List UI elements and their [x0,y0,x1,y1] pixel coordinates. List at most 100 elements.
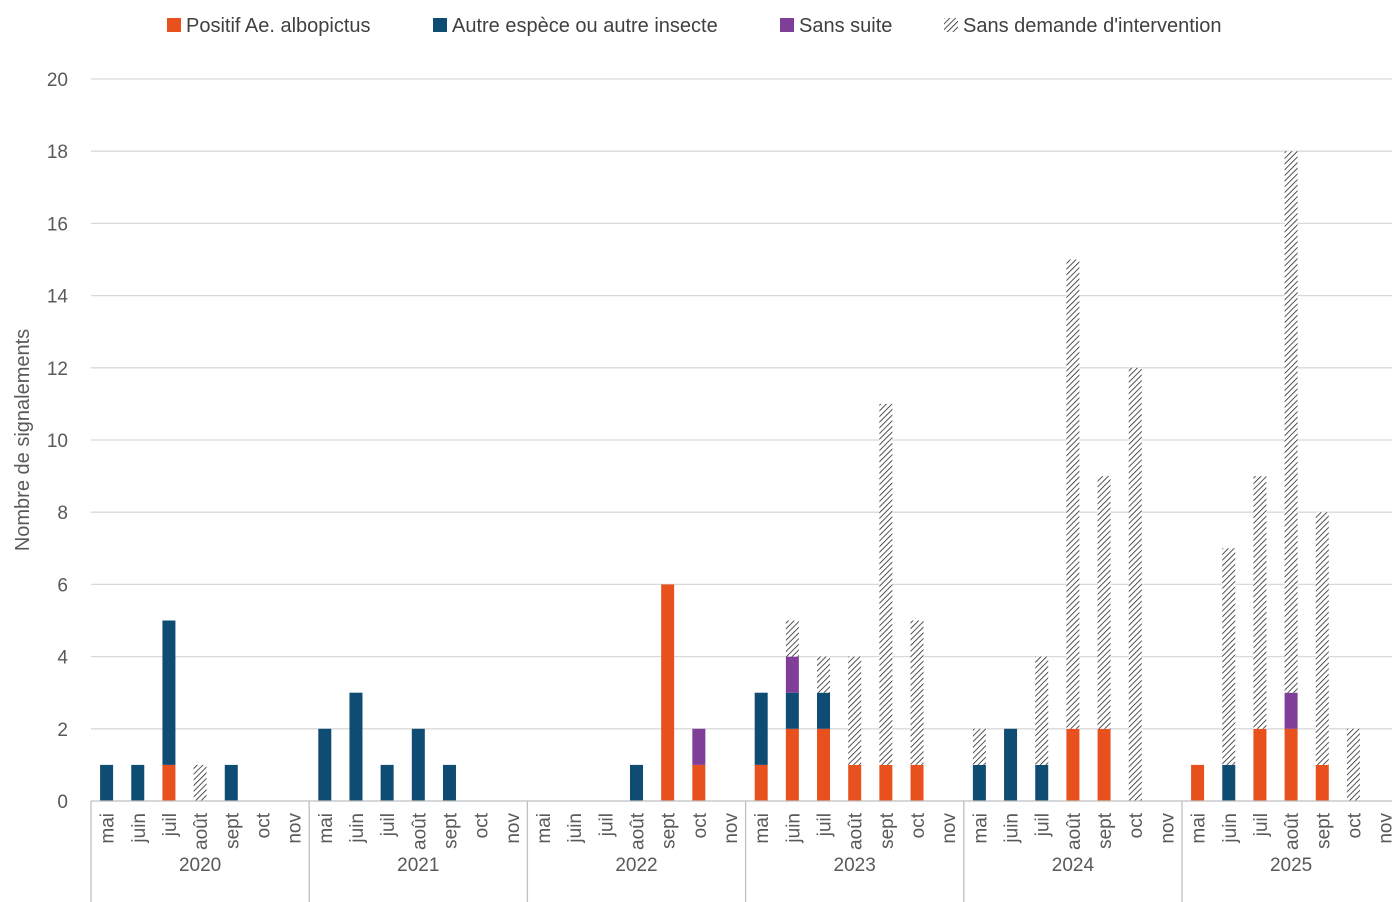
x-tick-label-month: juil [160,813,181,837]
bar-segment-series-0 [848,764,862,801]
legend-label: Positif Ae. albopictus [186,15,371,37]
bar-segment-series-0 [879,764,893,801]
bar-segment-series-2 [1284,692,1298,729]
x-tick-label-month: sept [222,812,243,849]
x-tick-label-month: août [1282,812,1303,850]
x-tick-label-month: oct [1126,812,1147,838]
x-tick-label-month: sept [440,812,461,849]
legend: Positif Ae. albopictus Autre espèce ou au… [167,15,1221,37]
x-tick-label-month: oct [908,812,929,838]
x-tick-label-month: juin [347,813,368,844]
bar-segment-series-3 [1035,656,1049,765]
bar-segment-series-3 [1128,367,1142,801]
y-tick-label: 4 [57,648,68,669]
bar-segment-series-0 [1253,728,1267,801]
y-tick-label: 16 [47,214,68,235]
legend-swatch [780,18,794,32]
gridlines [91,78,1392,730]
x-tick-label-month: oct [1344,812,1365,838]
bar-segment-series-1 [1222,764,1236,801]
x-tick-label-month: août [409,812,430,850]
bar-segment-series-1 [100,764,114,801]
bar-segment-series-1 [785,692,799,729]
bar-segment-series-3 [785,620,799,657]
legend-item: Sans suite [780,15,892,37]
legend-label: Sans suite [799,15,892,37]
x-tick-label-month: sept [877,812,898,849]
y-tick-label: 10 [47,431,68,452]
y-tick-label: 6 [57,575,68,596]
x-tick-label-year: 2025 [1270,855,1312,876]
bar-segment-series-1 [1035,764,1049,801]
bar-segment-series-1 [162,620,176,765]
x-tick-label-month: nov [503,813,524,844]
bar-segment-series-3 [879,403,893,765]
bar-segment-series-2 [785,656,799,693]
bar-segment-series-1 [380,764,394,801]
bar-segment-series-0 [910,764,924,801]
x-tick-label-month: juil [1033,813,1054,837]
x-tick-label-month: mai [970,813,991,844]
x-tick-label-month: nov [1157,813,1178,844]
x-tick-label-month: août [1064,812,1085,850]
bar-segment-series-1 [817,692,831,729]
x-tick-label-month: mai [98,813,119,844]
bar-segment-series-1 [630,764,643,801]
x-tick-label-month: nov [721,813,742,844]
bar-segment-series-1 [131,764,145,801]
x-tick-label-month: août [846,812,867,850]
bar-segment-series-3 [1284,151,1298,693]
x-tick-label-month: nov [1376,813,1392,844]
y-tick-label: 14 [47,287,69,308]
x-tick-label-year: 2022 [615,855,657,876]
x-tick-label-month: juin [783,813,804,844]
bar-segment-series-0 [754,764,768,801]
bar-segment-series-1 [224,764,238,801]
bar-segment-series-2 [692,728,706,765]
bar-segment-series-1 [972,764,986,801]
legend-item: Autre espèce ou autre insecte [433,15,718,37]
bar-segment-series-3 [193,764,207,801]
bar-segment-series-0 [785,728,799,801]
x-tick-label-month: juin [565,813,586,844]
x-tick-label-year: 2021 [397,855,439,876]
bar-segment-series-0 [1315,764,1329,801]
bar-segment-series-1 [411,728,425,801]
y-axis: 0 2 4 6 8 10 12 14 16 18 20 [47,70,69,813]
x-tick-label-month: juil [596,813,617,837]
bar-segment-series-3 [1066,259,1080,729]
x-tick-label-month: sept [1095,812,1116,849]
bar-segment-series-3 [910,620,924,765]
x-tick-label-month: juil [1251,813,1272,837]
legend-item: Positif Ae. albopictus [167,15,371,37]
bar-segment-series-3 [817,656,831,693]
bar-segment-series-3 [972,728,986,765]
x-tick-label-month: sept [1313,812,1334,849]
bar-segment-series-0 [1097,728,1111,801]
x-tick-label-month: mai [316,813,337,844]
legend-swatch [944,18,958,32]
x-tick-label-month: juil [378,813,399,837]
x-tick-label-month: nov [285,813,306,844]
legend-label: Autre espèce ou autre insecte [452,15,718,37]
x-tick-label-month: juin [1220,813,1241,844]
bar-segment-series-1 [754,692,768,765]
x-tick-label-month: août [191,812,212,850]
legend-item: Sans demande d'intervention [944,15,1221,37]
x-tick-label-month: sept [659,812,680,849]
y-tick-label: 0 [57,792,68,813]
x-tick-label-year: 2023 [834,855,876,876]
bar-segment-series-0 [1066,728,1080,801]
x-tick-label-month: nov [939,813,960,844]
bars [100,151,1360,801]
bar-segment-series-3 [848,656,862,765]
x-tick-label-month: mai [752,813,773,844]
y-tick-label: 18 [47,142,68,163]
bar-segment-series-3 [1253,476,1267,729]
bar-segment-series-1 [442,764,456,801]
bar-segment-series-3 [1097,476,1111,729]
bar-segment-series-3 [1315,512,1329,765]
bar-segment-series-0 [162,764,176,801]
